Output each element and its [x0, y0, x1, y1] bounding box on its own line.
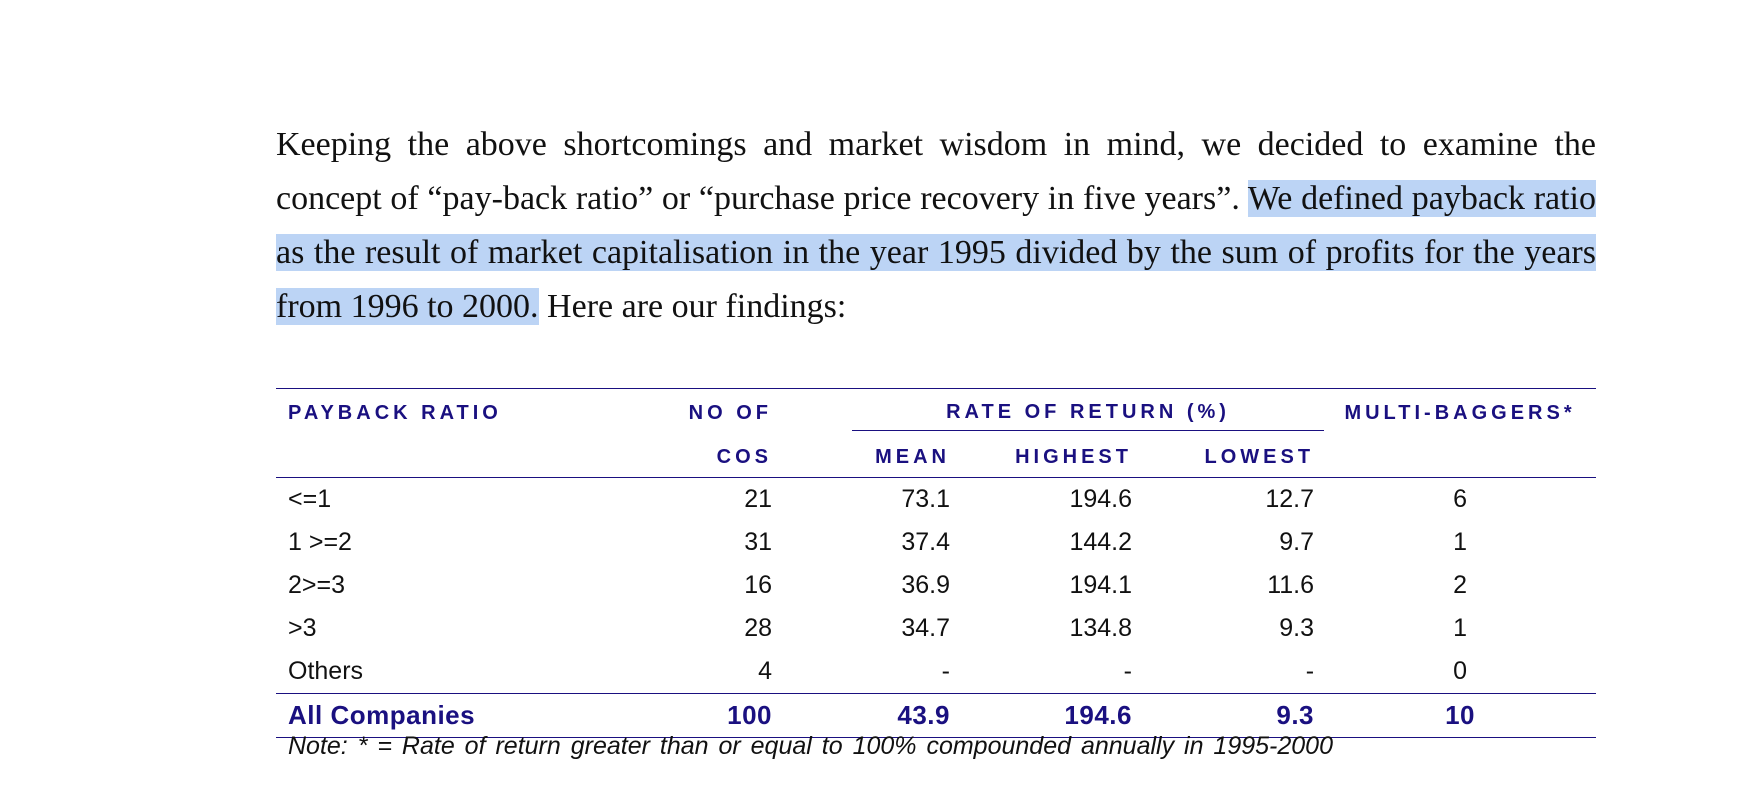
- table-row: <=1 21 73.1 194.6 12.7 6: [276, 478, 1596, 522]
- table-cell: 10: [1324, 693, 1597, 738]
- table-row: Others 4 - - - 0: [276, 650, 1596, 694]
- table-cell: 100: [660, 693, 782, 738]
- table-cell: 2>=3: [288, 571, 346, 599]
- header: [1324, 437, 1597, 478]
- header: NO OF: [688, 401, 772, 424]
- table-row: All Companies 100 43.9 194.6 9.3 10: [276, 693, 1597, 738]
- table-cell: -: [1305, 657, 1315, 685]
- header: MULTI-BAGGERS*: [1344, 401, 1576, 424]
- table: PAYBACK RATIO NO OF RATE OF RETURN (%) M…: [276, 388, 1597, 738]
- table-cell: 21: [744, 485, 772, 513]
- table-cell: 9.3: [1142, 693, 1325, 738]
- table-cell: 16: [744, 571, 772, 599]
- table-row: 1 >=2 31 37.4 144.2 9.7 1: [276, 521, 1596, 564]
- table-cell: 6: [1453, 485, 1467, 513]
- table-cell: 11.6: [1267, 571, 1315, 599]
- header: [276, 437, 660, 478]
- header: COS: [660, 437, 782, 478]
- table-body: <=1 21 73.1 194.6 12.7 6 1 >=2 31 37.4 144.2 9.7 1 2…: [276, 478, 1597, 738]
- table-cell: 28: [744, 614, 772, 642]
- table-cell: >3: [288, 614, 317, 642]
- table-cell: 36.9: [901, 571, 950, 599]
- table-cell: 144.2: [1069, 528, 1132, 556]
- table-cell: -: [1123, 657, 1132, 685]
- table-cell: <=1: [288, 485, 332, 513]
- header: HIGHEST: [960, 437, 1142, 478]
- table-cell: 73.1: [901, 485, 950, 513]
- table-cell: -: [941, 657, 950, 685]
- header: PAYBACK RATIO: [288, 401, 502, 424]
- table-cell: 9.3: [1279, 614, 1315, 642]
- header-group: RATE OF RETURN (%): [782, 389, 1325, 438]
- text: Keeping the above shortcomings and marke…: [276, 126, 1596, 217]
- header-row: COS MEAN HIGHEST LOWEST: [276, 437, 1597, 478]
- header: RATE OF RETURN (%): [852, 401, 1325, 431]
- table-cell: 194.1: [1069, 571, 1132, 599]
- header: LOWEST: [1142, 437, 1325, 478]
- table-cell: 9.7: [1279, 528, 1315, 556]
- header-row: PAYBACK RATIO NO OF RATE OF RETURN (%) M…: [276, 388, 1597, 438]
- note: Note: * = Rate of return greater than or…: [288, 732, 1333, 760]
- table-cell: 31: [744, 528, 772, 556]
- table-cell: 43.9: [782, 693, 960, 738]
- table-row: >3 28 34.7 134.8 9.3 1: [276, 607, 1596, 650]
- table-cell: 12.7: [1265, 485, 1315, 513]
- header: MEAN: [782, 437, 960, 478]
- table-cell: 34.7: [901, 614, 950, 642]
- table-cell: 2: [1453, 571, 1467, 599]
- table-cell: 1: [1453, 614, 1467, 642]
- paragraph: Keeping the above shortcomings and marke…: [276, 118, 1596, 334]
- table-cell: 134.8: [1069, 614, 1132, 642]
- table-cell: 4: [758, 657, 772, 685]
- table-cell: 1 >=2: [288, 528, 352, 556]
- table-cell: All Companies: [276, 693, 660, 738]
- table-cell: 0: [1453, 657, 1467, 685]
- table-cell: 194.6: [1069, 485, 1132, 513]
- table-row: 2>=3 16 36.9 194.1 11.6 2: [276, 564, 1596, 607]
- table-cell: 1: [1453, 528, 1467, 556]
- table-cell: 37.4: [901, 528, 950, 556]
- table-cell: 194.6: [960, 693, 1142, 738]
- text: Here are our findings:: [538, 288, 847, 325]
- table-cell: Others: [288, 657, 364, 685]
